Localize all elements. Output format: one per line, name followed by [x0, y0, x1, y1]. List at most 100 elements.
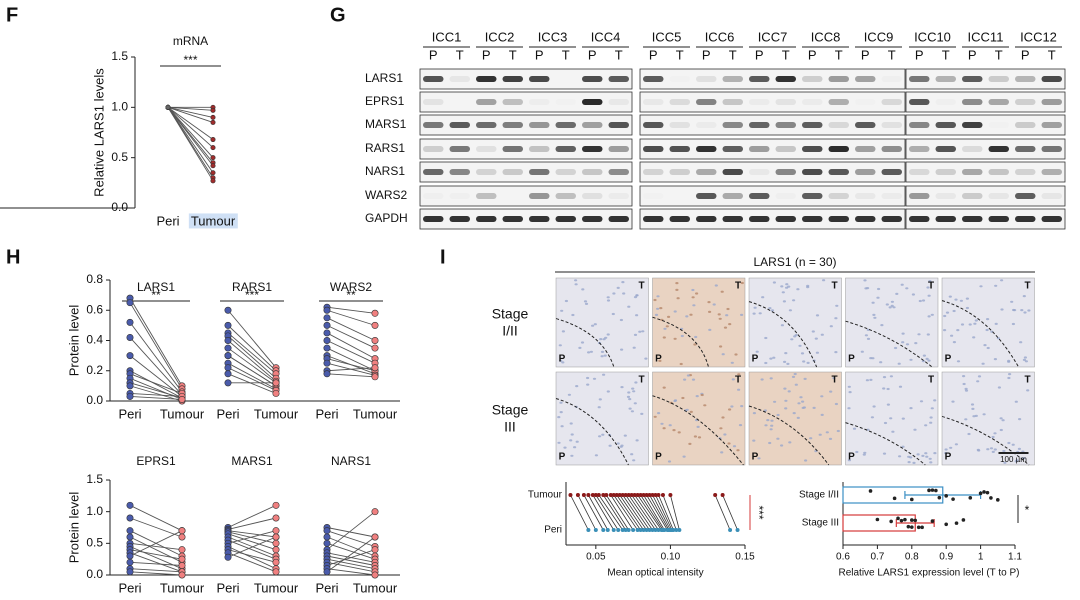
band — [962, 216, 983, 222]
band — [802, 193, 823, 199]
band — [1015, 169, 1036, 175]
stage-label: Stage I/II — [492, 305, 529, 338]
pair-line — [227, 335, 277, 379]
lane-label: P — [588, 47, 597, 62]
pair-line — [227, 504, 277, 528]
nucleus — [728, 323, 732, 326]
band — [696, 146, 717, 152]
nucleus — [994, 284, 998, 287]
dot — [934, 488, 938, 493]
band — [909, 99, 930, 105]
pair-line — [605, 494, 629, 531]
nucleus — [685, 315, 689, 318]
nucleus — [689, 313, 693, 316]
nucleus — [619, 445, 623, 448]
nucleus — [952, 341, 957, 344]
nucleus — [912, 461, 916, 464]
y-tick-label: 0.0 — [86, 567, 103, 581]
boundary — [748, 301, 818, 368]
dot — [910, 525, 914, 529]
tile-label: T — [735, 281, 741, 292]
nucleus — [985, 328, 989, 332]
pair-line — [167, 106, 214, 148]
ihc-tile — [555, 371, 649, 466]
dot — [371, 364, 379, 372]
nucleus — [921, 299, 926, 302]
nucleus — [909, 456, 913, 459]
band — [962, 122, 983, 128]
band — [855, 146, 876, 152]
blot-frame — [419, 161, 633, 183]
dot — [210, 119, 216, 125]
pair-line — [326, 549, 376, 566]
nucleus — [763, 409, 768, 412]
band — [828, 146, 849, 152]
panel-label: H — [6, 246, 20, 268]
y-tick-label: 0.0 — [86, 393, 103, 407]
pair-line — [129, 355, 183, 397]
nucleus — [627, 391, 631, 394]
band — [909, 76, 930, 82]
nucleus — [852, 427, 857, 430]
nucleus — [1002, 449, 1006, 453]
dot — [604, 493, 609, 497]
lane-label: P — [755, 47, 764, 62]
dot — [224, 370, 232, 378]
blot-frame — [639, 208, 906, 230]
nucleus — [889, 375, 894, 378]
dot — [626, 493, 631, 497]
nucleus — [925, 357, 929, 360]
pair-line — [658, 494, 674, 531]
nucleus — [964, 387, 968, 390]
nucleus — [876, 296, 880, 299]
x-axis-label: Relative LARS1 expression level (T to P) — [838, 568, 1019, 579]
nucleus — [1007, 360, 1011, 363]
pair-line — [129, 552, 183, 573]
pair-line — [167, 107, 214, 174]
nucleus — [901, 445, 905, 448]
nucleus — [866, 287, 870, 290]
band — [669, 122, 690, 128]
dot — [617, 493, 622, 497]
dot — [913, 518, 918, 523]
nucleus — [606, 333, 610, 336]
scale-label: 100 µm — [1000, 455, 1027, 464]
x-tick-label: 0.7 — [870, 552, 884, 563]
tile-label: T — [831, 375, 837, 386]
dot — [210, 107, 216, 113]
band — [802, 122, 823, 128]
pair-line — [326, 309, 376, 326]
pair-line — [227, 536, 277, 557]
blot-frame — [639, 138, 906, 160]
nucleus — [770, 309, 775, 312]
nucleus — [918, 299, 922, 303]
nucleus — [673, 310, 677, 313]
nucleus — [598, 398, 602, 401]
dot — [608, 493, 613, 497]
nucleus — [578, 346, 582, 349]
dot — [996, 498, 1000, 502]
dot — [272, 501, 280, 509]
dot — [650, 493, 655, 497]
ihc-tile — [748, 371, 842, 466]
pair-line — [326, 527, 376, 538]
nucleus — [983, 344, 987, 347]
pair-line — [714, 494, 731, 531]
dot — [224, 306, 232, 314]
nucleus — [900, 283, 904, 286]
nucleus — [688, 442, 692, 445]
highlight — [188, 213, 238, 229]
nucleus — [633, 296, 638, 299]
nucleus — [660, 422, 664, 425]
nucleus — [601, 433, 605, 436]
pair-line — [610, 494, 634, 531]
dot — [210, 137, 216, 143]
band — [529, 193, 550, 199]
nucleus — [656, 295, 660, 298]
protein-label: LARS1 — [365, 71, 403, 85]
dot — [178, 561, 186, 569]
y-tick-label: 0.0 — [111, 200, 128, 214]
nucleus — [753, 306, 757, 309]
nucleus — [909, 358, 913, 361]
nucleus — [815, 351, 820, 354]
